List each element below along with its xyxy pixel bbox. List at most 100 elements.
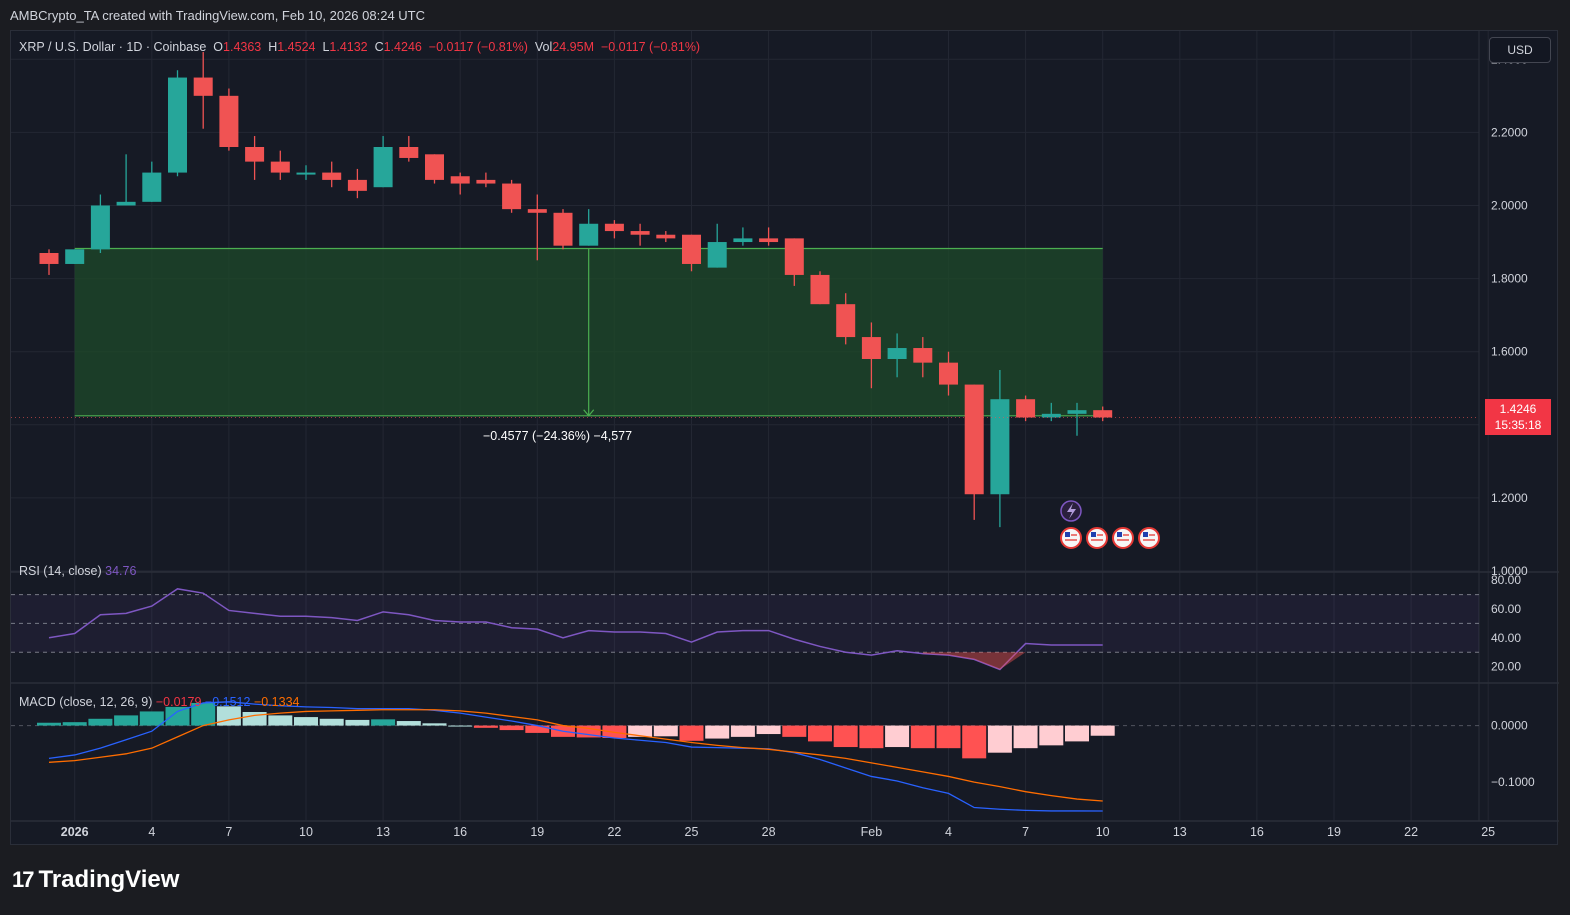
- macd-hist-bar: [653, 725, 678, 737]
- tradingview-mark-icon: 17: [12, 867, 35, 892]
- bar-countdown: 15:35:18: [1494, 418, 1542, 432]
- candle-body: [861, 337, 881, 359]
- lightning-icon: [1067, 503, 1076, 519]
- candle-body: [604, 223, 624, 232]
- time-axis-label: 10: [1096, 825, 1110, 839]
- macd-hist-bar: [191, 702, 216, 726]
- macd-hist-bar: [833, 725, 858, 748]
- tradingview-logo[interactable]: 17 TradingView: [12, 866, 179, 894]
- macd-hist-bar: [885, 725, 910, 748]
- price-legend: XRP / U.S. Dollar · 1D · Coinbase O1.436…: [19, 40, 700, 54]
- macd-signal-line: [48, 709, 1103, 802]
- candle-body: [193, 77, 213, 96]
- close-label: C: [374, 40, 384, 54]
- macd-hist-bar: [1065, 725, 1089, 742]
- candle-body: [707, 242, 727, 268]
- low-value: 1.4132: [329, 40, 368, 54]
- time-axis-label: 10: [299, 825, 313, 839]
- open-value: 1.4363: [223, 40, 262, 54]
- macd-hist-bar: [1090, 725, 1115, 736]
- time-axis-label: 25: [1481, 825, 1495, 839]
- rsi-value: 34.76: [105, 564, 137, 578]
- macd-line-value: −0.1512: [204, 695, 251, 709]
- measure-label: −0.4577 (−24.36%) −4,577: [483, 429, 633, 443]
- macd-hist-bar: [88, 718, 113, 726]
- price-axis-label: 1.6000: [1491, 345, 1528, 359]
- time-axis-label: 16: [453, 825, 467, 839]
- macd-hist-bar: [936, 725, 961, 749]
- candle-body: [1067, 410, 1087, 414]
- macd-hist-bar: [910, 725, 935, 749]
- flag-canton: [1091, 532, 1096, 537]
- rsi-name[interactable]: RSI (14, close): [19, 564, 102, 578]
- us-flag-event-icon[interactable]: [1138, 527, 1160, 549]
- candle-body: [245, 147, 265, 162]
- candle-body: [682, 234, 701, 264]
- candle-body: [1016, 399, 1036, 418]
- flag-canton: [1143, 532, 1148, 537]
- us-flag-event-icon[interactable]: [1060, 527, 1082, 549]
- change-value: −0.0117 (−0.81%): [428, 40, 528, 54]
- macd-hist-bar: [576, 725, 601, 738]
- rsi-band: [11, 594, 1479, 653]
- macd-hist-bar: [525, 725, 550, 733]
- macd-legend: MACD (close, 12, 26, 9) −0.0179 −0.1512 …: [19, 695, 299, 709]
- candle-body: [142, 172, 162, 202]
- macd-hist-bar: [319, 718, 344, 726]
- macd-hist-bar: [216, 706, 241, 726]
- chart-canvas[interactable]: 2.40002.20002.00001.80001.60001.40001.20…: [11, 31, 1559, 846]
- candle-body: [630, 231, 650, 235]
- candle-body: [373, 147, 393, 188]
- time-axis-label: 19: [1327, 825, 1341, 839]
- time-axis-label: 2026: [61, 825, 89, 839]
- candle-body: [399, 147, 419, 158]
- candle-body: [656, 234, 676, 239]
- candle-body: [887, 348, 907, 359]
- candle-body: [90, 205, 110, 250]
- macd-hist-bar: [628, 725, 653, 737]
- macd-hist-bar: [165, 706, 190, 726]
- high-value: 1.4524: [277, 40, 316, 54]
- candle-body: [116, 201, 136, 206]
- chart-area[interactable]: 2.40002.20002.00001.80001.60001.40001.20…: [10, 30, 1559, 846]
- macd-hist-bar: [705, 725, 730, 739]
- time-axis-label: 22: [607, 825, 621, 839]
- candle-body: [990, 399, 1010, 495]
- volume-label: Vol: [534, 40, 553, 54]
- candle-body: [219, 95, 239, 147]
- macd-hist-bar: [782, 725, 807, 737]
- macd-name[interactable]: MACD (close, 12, 26, 9): [19, 695, 153, 709]
- candle-body: [939, 362, 958, 385]
- currency-button[interactable]: USD: [1489, 37, 1551, 63]
- candle-body: [579, 223, 599, 246]
- candle-body: [1041, 413, 1061, 418]
- candle-body: [476, 179, 496, 184]
- candle-body: [425, 154, 444, 180]
- us-flag-event-icon[interactable]: [1086, 527, 1108, 549]
- rsi-axis-label: 20.00: [1491, 660, 1521, 674]
- time-axis-label: 4: [945, 825, 952, 839]
- price-axis-label: 1.2000: [1491, 491, 1528, 505]
- candle-body: [450, 176, 470, 184]
- us-flag-event-icon[interactable]: [1112, 527, 1134, 549]
- rsi-axis-label: 40.00: [1491, 631, 1521, 645]
- macd-hist-bar: [448, 725, 473, 727]
- macd-line: [48, 701, 1103, 812]
- candle-body: [270, 161, 290, 173]
- time-axis-label: 28: [762, 825, 776, 839]
- macd-hist-bar: [679, 725, 704, 741]
- volume-change: −0.0117 (−0.81%): [600, 40, 701, 54]
- rsi-axis-label: 60.00: [1491, 602, 1521, 616]
- flag-canton: [1117, 532, 1122, 537]
- time-axis-label: 13: [1173, 825, 1187, 839]
- price-axis-label: 2.0000: [1491, 198, 1528, 212]
- high-label: H: [268, 40, 278, 54]
- macd-hist-bar: [987, 725, 1012, 753]
- last-price-tag: 1.4246 15:35:18: [1485, 399, 1551, 435]
- candle-body: [527, 209, 547, 213]
- macd-hist-bar: [371, 719, 396, 726]
- price-axis-label: 2.2000: [1491, 125, 1528, 139]
- macd-hist-bar: [345, 719, 370, 726]
- symbol-label[interactable]: XRP / U.S. Dollar · 1D · Coinbase: [19, 40, 207, 54]
- candle-body: [759, 238, 779, 243]
